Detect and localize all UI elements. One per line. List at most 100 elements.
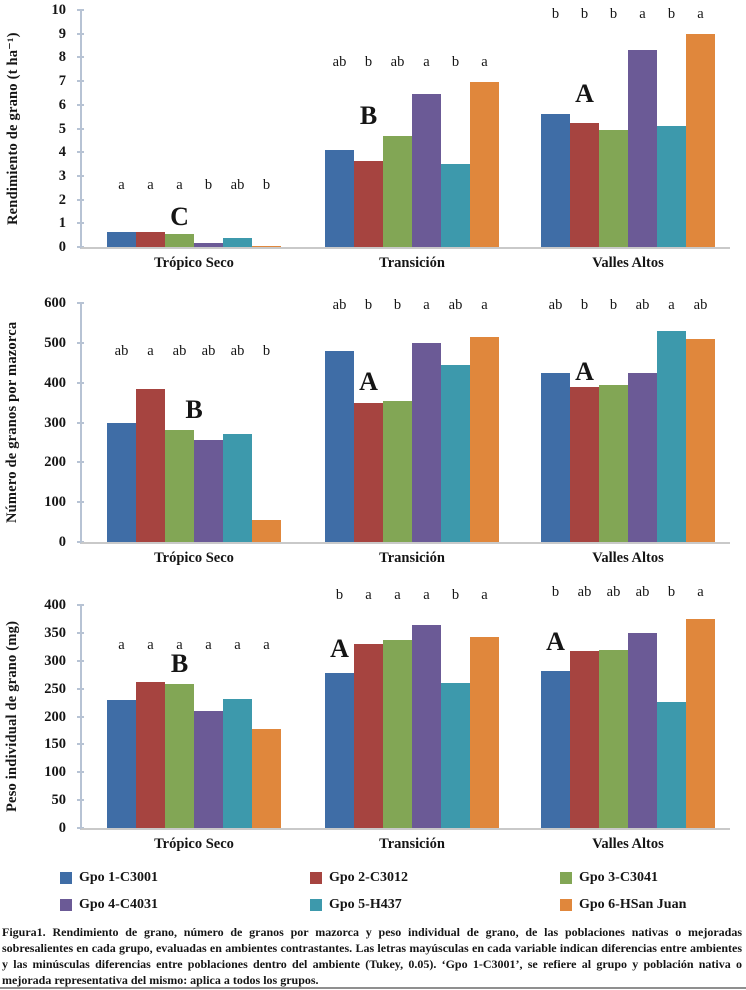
significance-letter: a (234, 636, 241, 653)
y-tick-label: 3 (58, 167, 66, 184)
bar-group: b a a a b a A Transición (325, 588, 499, 852)
plot-area: ab a ab ab ab b B Trópico Seco ab b b a ab a A Transici… (80, 298, 730, 566)
y-tick-label: 400 (44, 597, 66, 613)
significance-letter: b (609, 297, 618, 314)
bar (599, 649, 628, 828)
bar (354, 402, 383, 542)
y-tick-label: 8 (58, 49, 66, 66)
bar (107, 231, 136, 247)
y-tick-label: 7 (58, 73, 66, 90)
legend-swatch (560, 872, 572, 884)
bar (686, 33, 715, 247)
bar (136, 681, 165, 828)
y-tick-label: 6 (58, 96, 66, 113)
significance-letter: a (481, 586, 488, 603)
significance-letter: b (551, 583, 560, 600)
bar (686, 338, 715, 542)
y-tick-label: 100 (44, 764, 66, 781)
bar-group: b ab ab ab b a A Valles Altos (541, 585, 715, 852)
bar (165, 233, 194, 247)
significance-letter: b (393, 297, 402, 314)
bar (223, 238, 252, 247)
significance-letter: ab (114, 343, 129, 360)
y-axis: 0 100 200 300 400 500 600 (0, 295, 84, 550)
significance-letter: a (176, 636, 183, 653)
significance-letter: ab (577, 583, 592, 600)
bar (412, 342, 441, 542)
significance-letter: a (147, 343, 154, 360)
plot-area: a a a a a a B Trópico Seco b a a a b a A Transición b ab a… (80, 585, 730, 852)
legend-label: Gpo 1-C3001 (79, 870, 158, 885)
significance-letter: a (481, 53, 488, 70)
legend-swatch (310, 872, 322, 884)
legend-item: Gpo 3-C3041 (560, 870, 658, 886)
significance-letter: b (204, 177, 213, 193)
significance-letter: a (147, 177, 154, 193)
chart-granos-por-mazorca: Número de granos por mazorca 0 100 200 300 4… (0, 278, 746, 570)
bar (599, 129, 628, 247)
y-tick-label: 100 (44, 494, 66, 511)
legend-label: Gpo 6-HSan Juan (579, 897, 687, 912)
legend-swatch (60, 899, 72, 911)
legend-item: Gpo 5-H437 (310, 897, 402, 913)
bar (686, 618, 715, 828)
bar-group: ab b b ab a ab A Valles Altos (541, 298, 715, 566)
y-tick-label: 300 (44, 414, 66, 431)
significance-letter: ab (332, 297, 347, 314)
y-tick-label: 1 (58, 215, 66, 232)
y-tick-label: 500 (44, 334, 66, 351)
significance-letter: b (262, 343, 271, 360)
y-tick-label: 0 (58, 820, 66, 836)
legend: Gpo 1-C3001 Gpo 2-C3012 Gpo 3-C3041 Gpo 4-C… (0, 860, 746, 918)
significance-letter: a (697, 583, 704, 600)
legend-swatch (60, 872, 72, 884)
y-tick-label: 200 (44, 708, 66, 725)
y-tick-label: 350 (44, 624, 66, 641)
significance-letter: b (451, 586, 460, 603)
significance-letter: ab (693, 297, 708, 314)
significance-letter: ab (448, 297, 463, 314)
bar (383, 135, 412, 247)
significance-letter: b (262, 177, 271, 193)
category-label: Transición (379, 836, 445, 852)
category-label: Transición (379, 255, 445, 271)
bar (194, 243, 223, 247)
category-label: Transición (379, 550, 445, 566)
legend-label: Gpo 2-C3012 (329, 870, 408, 885)
y-tick-label: 2 (58, 191, 66, 208)
significance-letter: ab (230, 177, 245, 193)
bar (628, 50, 657, 247)
bar (470, 82, 499, 247)
bar (541, 372, 570, 542)
y-tick-label: 250 (44, 680, 66, 697)
significance-letter: ab (201, 343, 216, 360)
y-tick-label: 0 (58, 534, 66, 550)
bar (470, 636, 499, 828)
significance-letter: b (667, 6, 676, 23)
significance-letter: b (551, 6, 560, 23)
legend-item: Gpo 4-C4031 (60, 897, 158, 913)
significance-letter: a (263, 636, 270, 653)
bar (107, 422, 136, 542)
y-tick-label: 10 (51, 2, 67, 18)
significance-letter: ab (635, 583, 650, 600)
figure-caption: Figura1. Rendimiento de grano, número de… (2, 925, 742, 987)
environment-letter: C (170, 202, 189, 232)
category-label: Trópico Seco (154, 836, 234, 852)
significance-letter: b (580, 297, 589, 314)
significance-letter: a (423, 53, 430, 70)
bar (194, 710, 223, 828)
bar (223, 433, 252, 542)
significance-letter: b (580, 6, 589, 23)
environment-letter: B (359, 100, 378, 130)
legend-swatch (310, 899, 322, 911)
significance-letter: a (118, 636, 125, 653)
legend-item: Gpo 2-C3012 (310, 870, 408, 886)
bar (628, 632, 657, 828)
bar (354, 160, 383, 247)
y-tick-label: 5 (58, 120, 66, 137)
bar (223, 698, 252, 828)
category-label: Valles Altos (592, 255, 664, 271)
bar (412, 94, 441, 247)
bar (657, 126, 686, 247)
